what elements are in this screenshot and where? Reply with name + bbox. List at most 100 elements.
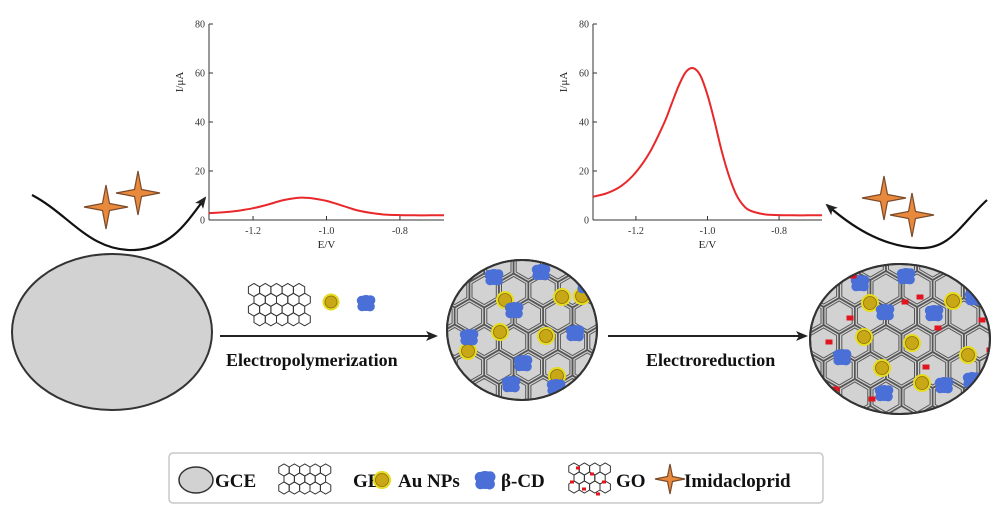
beta-cd-blob [924, 305, 944, 322]
legend-label-imidacloprid: Imidacloprid [684, 471, 791, 492]
beta-cd-lobe [502, 383, 512, 393]
beta-cd-lobe [493, 275, 503, 286]
graphene-hexagon [810, 378, 840, 414]
graphene-hexagon-inner [545, 352, 571, 382]
beta-cd-lobe [585, 283, 595, 294]
chart-x-tick-label: -0.8 [392, 226, 408, 237]
graphene-hexagon-inner [825, 264, 853, 278]
beta-cd-blob [484, 269, 504, 286]
chart-right-series-line [592, 66, 822, 217]
beta-cd-lobe [594, 365, 597, 376]
go-oxygen-group [596, 492, 600, 496]
beta-cd-lobe [595, 372, 597, 382]
beta-cd-lobe [540, 270, 550, 281]
go-oxygen-group [978, 317, 986, 323]
bare-gce-electrode [11, 253, 213, 411]
beta-cd-lobe [883, 391, 893, 402]
beta-cd-lobe [603, 372, 613, 382]
beta-cd-lobe [965, 296, 975, 306]
graphene-hexagon [276, 312, 289, 327]
beta-cd-lobe [510, 382, 520, 393]
voltammogram-chart-left: 0 20 40 60 80 -1.2 -1.0 -0.8 E/V I/μA [174, 20, 444, 251]
beta-cd-lobe [859, 281, 869, 292]
au-np [863, 296, 877, 310]
legend-label-au-nps: Au NPs [398, 471, 460, 492]
graphene-hexagon-inner [950, 300, 978, 332]
modified-electrode-right [809, 263, 991, 415]
au-np [961, 348, 975, 362]
au-np [915, 376, 929, 390]
beta-cd-blob [832, 349, 852, 366]
legend-box [168, 452, 824, 504]
graphene-hexagon [447, 349, 456, 385]
chart-x-tick-label: -0.8 [771, 226, 787, 237]
legend-label-go: GO [616, 471, 646, 492]
chart-x-tick-label: -1.2 [628, 226, 644, 237]
beta-cd-lobe [514, 362, 524, 372]
go-oxygen-group [590, 472, 594, 476]
graphene-hexagon-inner [919, 300, 947, 332]
beta-cd-lobe [485, 276, 495, 286]
imidacloprid-star [115, 170, 161, 216]
go-oxygen-group [849, 273, 857, 279]
gce-ellipse-icon [178, 466, 214, 494]
chart-right-y-axis-label: I/μA [558, 72, 570, 93]
graphene-hexagon [447, 260, 456, 283]
beta-cd-lobe [905, 274, 915, 285]
imidacloprid-star [889, 192, 935, 238]
beta-cd-icon [474, 471, 496, 490]
graphene-hexagon [264, 312, 277, 327]
graphene-hexagon-inner [856, 354, 884, 386]
chart-left-series-line [208, 196, 444, 217]
graphene-hexagon-inner [872, 381, 900, 413]
go-oxygen-group [868, 396, 876, 402]
beta-cd-lobe [876, 311, 886, 321]
graphene-hexagon-inner [810, 264, 822, 278]
graphene-hexagon [822, 264, 856, 281]
beta-cd-lobe [357, 302, 367, 312]
voltammogram-chart-right: 0 20 40 60 80 -1.2 -1.0 -0.8 E/V I/μA [558, 20, 822, 251]
beta-cd-lobe [532, 271, 542, 281]
beta-cd-blob [874, 385, 894, 402]
go-oxygen-group [901, 299, 909, 305]
au-np [324, 295, 338, 309]
au-np [875, 361, 889, 375]
beta-cd-lobe [884, 310, 894, 321]
beta-cd-lobe [468, 335, 478, 346]
graphene-hex-icon [278, 463, 332, 495]
electropolymerization-label: Electropolymerization [226, 350, 398, 370]
modified-electrode-middle [446, 259, 613, 401]
graphene-hexagon-inner [888, 264, 915, 278]
graphene-hexagon-inner [574, 260, 597, 280]
au-np [555, 290, 569, 304]
graphene-hexagon [810, 264, 825, 281]
au-np [946, 294, 960, 308]
graphene-hexagon [319, 481, 332, 495]
graphene-hexagon-inner [903, 327, 931, 359]
graphene-hexagon-inner [872, 327, 900, 359]
graphene-hexagon [447, 374, 471, 400]
legend-label-ge: GE [353, 471, 380, 492]
imidacloprid-star [654, 463, 686, 495]
beta-cd-lobe [875, 392, 885, 402]
beta-cd-blob [850, 275, 870, 292]
go-oxygen-group [576, 466, 580, 470]
beta-cd-lobe [935, 384, 945, 394]
go-oxygen-group [825, 339, 833, 345]
beta-cd-lobe [925, 312, 935, 322]
chart-right-x-axis-label: E/V [699, 239, 717, 251]
beta-cd-blob [531, 264, 551, 281]
chart-x-tick-label: -1.0 [700, 226, 716, 237]
au-np-ring [595, 339, 597, 357]
chart-y-tick-label: 60 [579, 69, 589, 80]
au-np [857, 330, 871, 344]
graphene-hexagon [298, 312, 311, 327]
legend: GCE GE Au NPs β-CD GO Imidacloprid [168, 452, 824, 504]
graphene-hexagon-inner [589, 275, 597, 306]
graphene-hexagon-inner [589, 377, 597, 400]
beta-cd-blob [504, 302, 524, 319]
graphene-hexagon-inner [447, 301, 453, 331]
beta-cd-blob [459, 329, 479, 346]
legend-label-beta-cd: β-CD [501, 471, 545, 492]
